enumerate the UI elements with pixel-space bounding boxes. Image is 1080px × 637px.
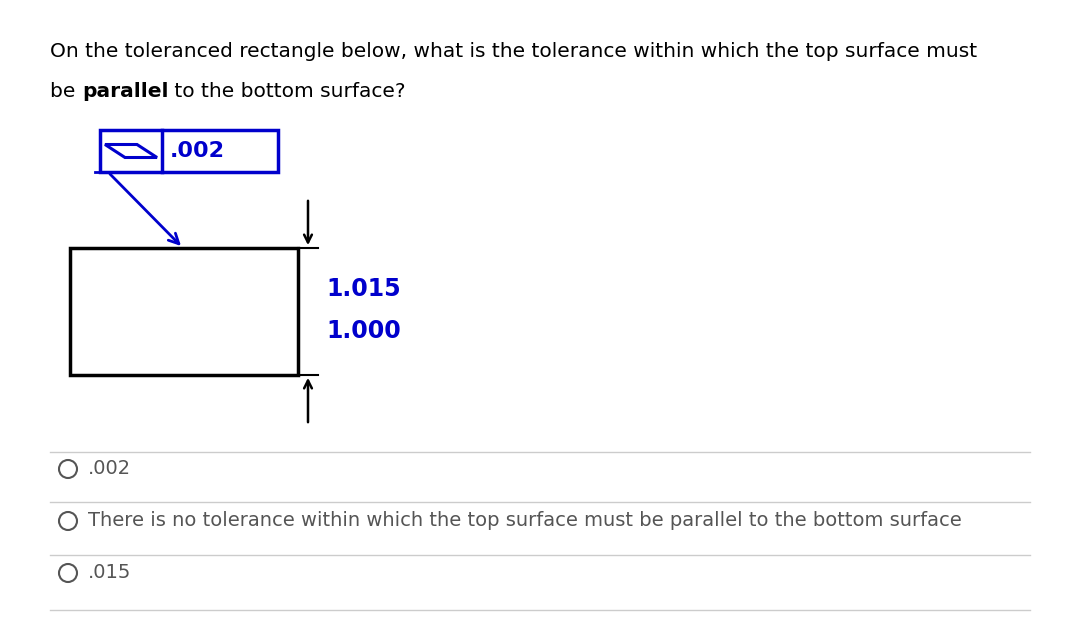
Text: There is no tolerance within which the top surface must be parallel to the botto: There is no tolerance within which the t… — [87, 512, 962, 531]
Text: 1.015: 1.015 — [326, 278, 401, 301]
Text: to the bottom surface?: to the bottom surface? — [168, 82, 406, 101]
Text: .002: .002 — [87, 459, 131, 478]
Text: be: be — [50, 82, 82, 101]
Bar — [70, 248, 298, 375]
Text: parallel: parallel — [82, 82, 168, 101]
Text: On the toleranced rectangle below, what is the tolerance within which the top su: On the toleranced rectangle below, what … — [50, 42, 977, 61]
Text: 1.000: 1.000 — [326, 320, 401, 343]
Text: .015: .015 — [87, 564, 132, 582]
Text: .002: .002 — [170, 141, 225, 161]
Bar — [100, 130, 278, 172]
